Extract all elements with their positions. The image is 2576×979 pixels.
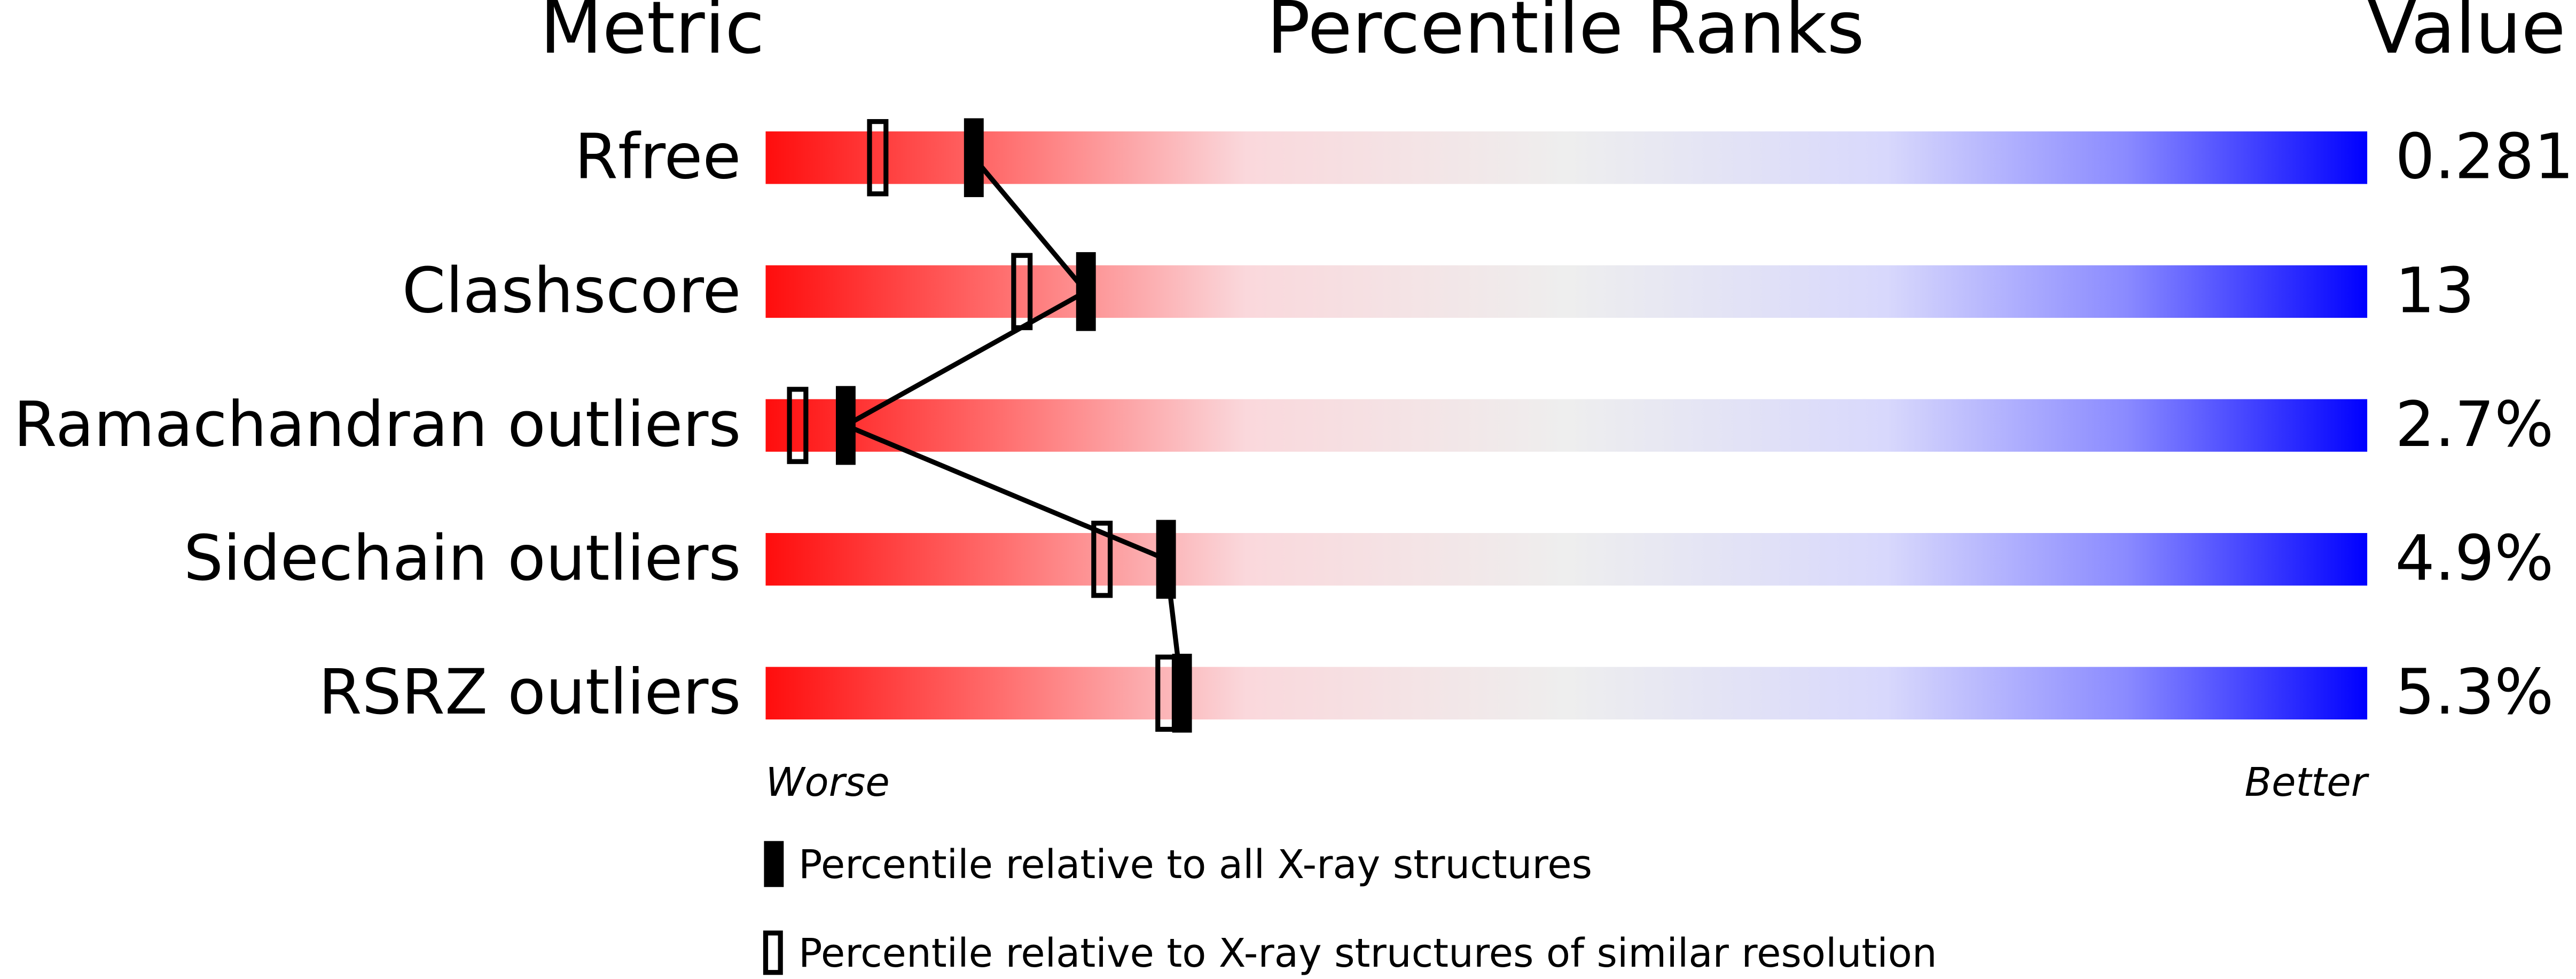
- metric-value: 13: [2395, 254, 2475, 327]
- marker-similar: [1011, 253, 1033, 331]
- marker-all: [1172, 654, 1192, 733]
- legend-swatch: [763, 930, 783, 975]
- legend-swatch: [764, 841, 784, 887]
- metric-value: 2.7%: [2395, 388, 2554, 461]
- percentile-bar: [765, 667, 2368, 720]
- marker-all: [835, 386, 856, 465]
- metric-value: 5.3%: [2395, 656, 2554, 729]
- marker-similar: [1091, 520, 1113, 598]
- marker-all: [1076, 252, 1096, 331]
- worse-label: Worse: [765, 759, 889, 805]
- metric-value: 0.281: [2395, 121, 2574, 193]
- marker-all: [1156, 520, 1176, 599]
- metric-label: RSRZ outliers: [318, 656, 741, 729]
- better-label: Better: [2244, 759, 2369, 805]
- marker-all: [964, 118, 984, 198]
- chart-title: Percentile Ranks: [1267, 0, 1865, 70]
- metric-label: Clashscore: [402, 254, 741, 327]
- metric-label: Sidechain outliers: [184, 522, 741, 595]
- legend-label: Percentile relative to X-ray structures …: [798, 930, 1937, 976]
- percentile-bar: [765, 533, 2368, 586]
- metric-value: 4.9%: [2395, 522, 2554, 595]
- marker-similar: [787, 387, 809, 464]
- percentile-bar: [765, 265, 2368, 318]
- metric-label: Rfree: [575, 121, 741, 193]
- percentile-bar: [765, 131, 2368, 184]
- legend-label: Percentile relative to all X-ray structu…: [798, 842, 1592, 888]
- percentile-bar: [765, 399, 2368, 452]
- metric-header: Metric: [540, 0, 765, 70]
- metric-label: Ramachandran outliers: [13, 388, 741, 461]
- marker-similar: [867, 119, 889, 197]
- value-header: Value: [2367, 0, 2566, 70]
